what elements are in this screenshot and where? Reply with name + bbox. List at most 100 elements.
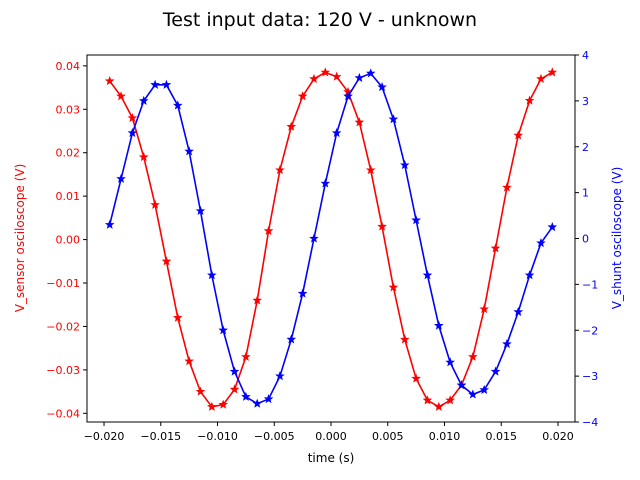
y-axis-left: 0.04 0.03 0.02 0.01 0.00 −0.01 −0.02 −0.03 −0.04 [46,60,87,420]
data-point [275,371,285,381]
data-point [490,243,501,253]
y-axis-right-label: V_shunt osciloscope (V) [610,167,624,310]
data-point [207,401,217,411]
y-right-tick-label: −1 [582,278,598,291]
data-point [104,76,115,86]
data-point [365,68,376,78]
y-left-tick-label: 0.00 [56,234,81,247]
data-point [445,395,455,405]
data-point [411,373,421,383]
data-point [468,389,478,399]
data-point [388,282,399,292]
data-point [388,114,399,124]
y-left-tick-label: −0.02 [46,320,80,333]
data-point [184,146,194,156]
data-point [309,73,319,83]
data-point [331,127,342,138]
data-point [207,270,217,280]
data-point [184,356,194,366]
data-point [229,366,240,376]
data-point [229,384,240,394]
x-tick-label: 0.020 [542,430,574,443]
data-point [547,221,558,232]
series-v-sensor [104,67,558,411]
data-point [434,401,444,411]
data-point [150,79,160,89]
x-axis-label: time (s) [308,451,355,465]
data-point [286,334,297,344]
data-point [218,399,228,409]
data-point [252,398,263,408]
data-point [536,73,546,83]
data-point [263,394,274,404]
data-point [490,366,501,376]
data-point [524,270,535,280]
y-right-tick-label: 3 [582,95,589,108]
data-point [479,304,489,314]
y-axis-left-label: V_sensor osciloscope (V) [13,164,27,313]
data-point [434,320,444,330]
y-left-tick-label: 0.01 [56,190,81,203]
data-point [365,165,376,175]
data-point [377,82,387,92]
data-point [502,338,512,349]
y-left-tick-label: −0.04 [46,407,80,420]
data-point [195,386,206,396]
data-point [547,67,558,77]
data-point [399,160,410,170]
x-axis: −0.020 −0.015 −0.010 −0.005 0.000 0.005 0.010 0… [84,422,574,443]
chart-title: Test input data: 120 V - unknown [162,9,477,31]
data-point [104,219,115,229]
data-point [241,351,251,361]
x-tick-label: 0.000 [315,430,347,443]
series-layer [104,67,558,411]
data-point [536,238,546,248]
data-point [297,288,308,298]
data-point [456,380,467,390]
data-point [354,72,365,83]
y-left-tick-label: 0.02 [56,147,81,160]
data-point [116,91,126,101]
data-point [320,178,331,188]
data-point [173,100,183,110]
x-tick-label: −0.015 [140,430,181,443]
y-axis-right: 4 3 2 1 0 −1 −2 −3 −4 [575,49,598,429]
x-tick-label: 0.005 [372,430,404,443]
x-tick-label: −0.010 [197,430,238,443]
data-point [218,325,228,335]
series-line [108,72,553,405]
x-tick-label: 0.015 [485,430,517,443]
data-point [161,79,172,89]
data-point [275,165,285,175]
data-point [195,205,206,216]
data-point [468,351,478,361]
y-right-tick-label: 1 [582,187,589,200]
data-point [127,112,138,123]
x-tick-label: −0.005 [254,430,295,443]
data-point [252,295,263,305]
data-point [138,95,149,105]
data-point [411,215,421,225]
y-left-tick-label: 0.04 [56,60,81,73]
y-right-tick-label: 2 [582,141,589,154]
data-point [297,91,308,101]
data-point [138,152,149,162]
data-point [513,130,524,140]
data-point [524,95,535,105]
data-point [173,312,183,322]
data-point [377,221,387,231]
data-point [263,225,274,235]
data-point [286,121,297,131]
x-tick-label: 0.010 [429,430,461,443]
data-point [150,199,160,209]
y-right-tick-label: −3 [582,370,598,383]
y-left-tick-label: −0.01 [46,277,80,290]
data-point [241,391,251,401]
data-point [320,67,331,77]
data-point [309,233,319,243]
data-point [445,357,455,367]
data-point [127,127,138,138]
data-point [422,270,433,280]
data-point [399,334,410,344]
data-point [116,173,126,183]
